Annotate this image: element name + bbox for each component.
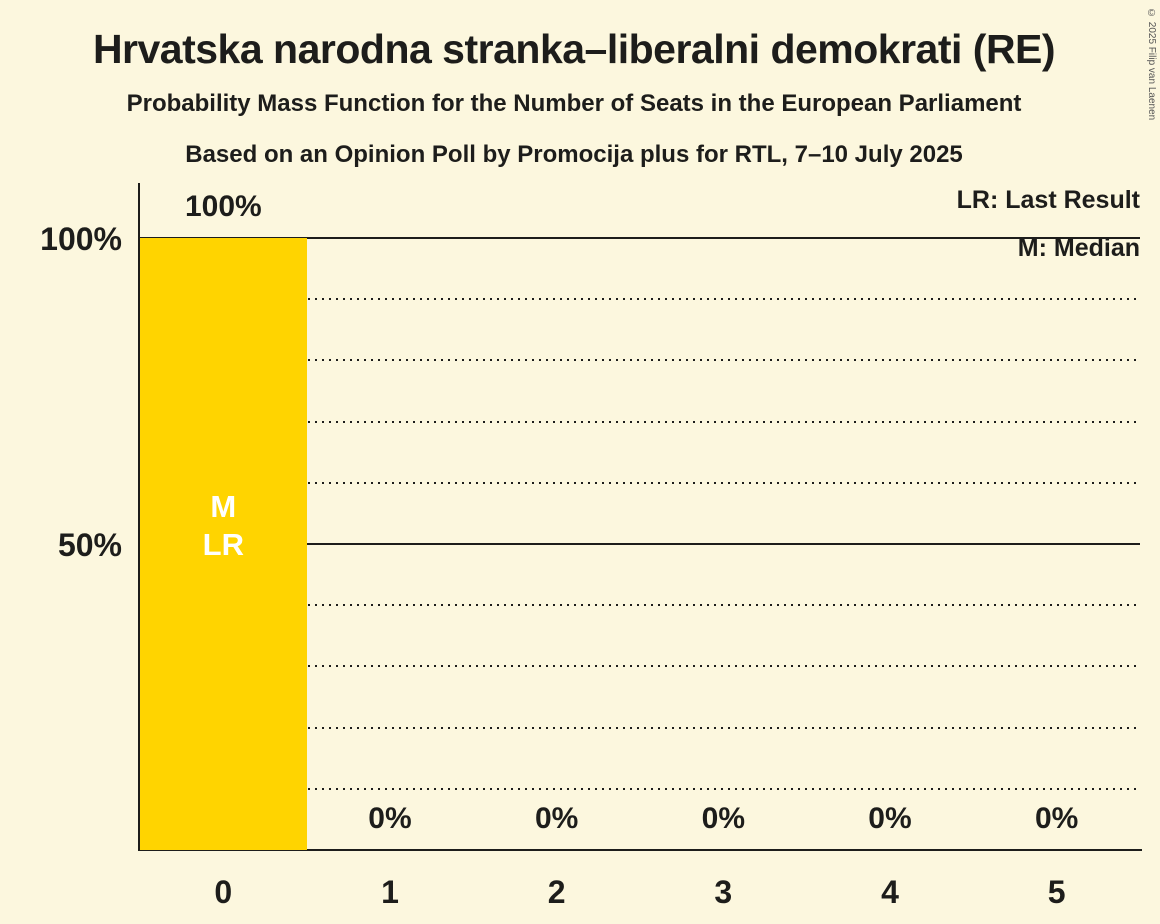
chart-subtitle-pmf: Probability Mass Function for the Number… [126, 90, 1022, 117]
x-axis-line [138, 849, 1142, 851]
x-tick-label-seats-3: 3 [714, 874, 733, 910]
annotation-line-m: M [210, 489, 237, 524]
bar-seats-0 [140, 238, 307, 850]
x-tick-label-seats-0: 0 [214, 874, 233, 910]
gridline-dotted-20 [140, 726, 1140, 729]
bar-value-label-seats-5: 0% [1034, 802, 1079, 835]
x-tick-label-seats-4: 4 [881, 874, 899, 910]
gridline-solid-100 [140, 237, 1140, 239]
gridline-dotted-10 [140, 787, 1140, 790]
bar-value-label-seats-0: 100% [184, 190, 262, 223]
bar-annotation-median-last-result: M LR [140, 488, 307, 564]
copyright-notice: © 2025 Filip van Laenen [1146, 8, 1157, 121]
bar-value-label-seats-1: 0% [368, 802, 412, 835]
gridline-dotted-70 [140, 420, 1140, 423]
legend-last-result: LR: Last Result [956, 186, 1140, 214]
bar-value-label-seats-3: 0% [701, 802, 745, 835]
x-tick-label-seats-5: 5 [1047, 874, 1066, 910]
x-tick-label-seats-2: 2 [547, 874, 566, 910]
y-axis-tick-100: 100% [40, 221, 122, 257]
gridline-dotted-30 [140, 665, 1140, 668]
chart-subtitle-poll-source: Based on an Opinion Poll by Promocija pl… [185, 141, 963, 168]
gridline-solid-50 [140, 543, 1140, 545]
annotation-line-lr: LR [202, 527, 244, 562]
y-axis-line [138, 183, 140, 851]
y-axis-tick-50: 50% [57, 527, 122, 563]
bar-value-label-seats-4: 0% [868, 802, 912, 835]
gridline-dotted-80 [140, 359, 1140, 362]
bar-value-label-seats-2: 0% [534, 802, 579, 835]
chart-title: Hrvatska narodna stranka–liberalni demok… [92, 26, 1056, 72]
gridline-dotted-40 [140, 604, 1140, 607]
gridline-dotted-60 [140, 481, 1140, 484]
gridline-dotted-90 [140, 298, 1140, 301]
x-tick-label-seats-1: 1 [381, 874, 399, 910]
